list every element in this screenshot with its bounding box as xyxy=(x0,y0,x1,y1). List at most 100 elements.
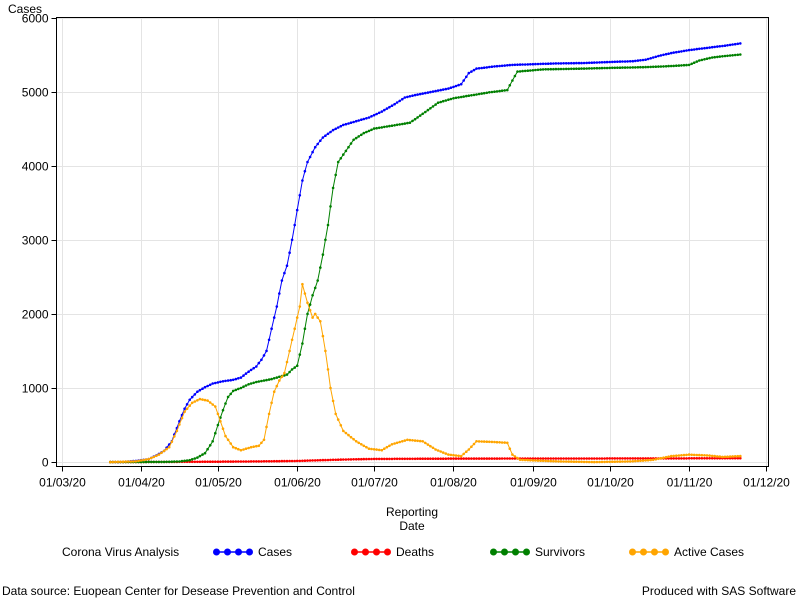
data-point xyxy=(211,403,214,406)
data-point xyxy=(582,460,586,464)
data-point xyxy=(536,457,540,460)
data-point xyxy=(736,454,740,458)
data-point xyxy=(700,47,704,50)
data-point xyxy=(311,459,314,462)
data-point xyxy=(731,54,734,57)
data-point xyxy=(129,460,133,463)
data-point xyxy=(467,448,471,451)
data-point xyxy=(211,382,214,385)
data-point xyxy=(206,460,209,464)
data-point xyxy=(362,457,366,461)
data-point xyxy=(459,454,463,458)
data-point xyxy=(134,460,138,463)
data-point xyxy=(380,126,384,129)
data-point xyxy=(690,457,693,460)
data-point xyxy=(477,440,481,443)
data-point xyxy=(313,312,317,316)
data-point xyxy=(388,457,391,461)
data-point xyxy=(605,457,609,460)
data-point xyxy=(516,456,519,460)
data-point xyxy=(465,457,468,460)
data-point xyxy=(331,186,335,190)
data-point xyxy=(493,440,496,444)
data-point xyxy=(680,50,683,53)
data-point xyxy=(370,115,373,118)
data-point xyxy=(395,441,399,445)
data-point xyxy=(503,441,507,444)
data-point xyxy=(477,92,481,96)
data-point xyxy=(721,44,724,48)
data-point xyxy=(406,95,409,99)
data-point xyxy=(398,123,402,126)
data-point xyxy=(313,286,317,290)
data-point xyxy=(260,460,263,463)
data-point xyxy=(713,55,716,59)
data-point xyxy=(695,453,699,457)
data-point xyxy=(377,126,381,130)
data-point xyxy=(682,63,686,67)
data-point xyxy=(342,123,345,127)
data-point xyxy=(490,457,494,460)
data-point xyxy=(421,92,425,95)
data-point xyxy=(311,316,314,319)
data-point xyxy=(208,401,212,404)
data-point xyxy=(511,457,514,460)
data-point xyxy=(119,460,122,464)
data-point xyxy=(272,316,276,319)
data-point xyxy=(667,455,670,459)
data-point xyxy=(631,460,635,463)
data-point xyxy=(385,445,389,449)
data-point xyxy=(254,460,258,463)
data-point xyxy=(242,374,245,377)
data-point xyxy=(480,92,484,95)
data-point xyxy=(344,122,348,126)
data-point xyxy=(262,379,266,382)
data-point xyxy=(457,96,460,99)
data-point xyxy=(383,447,386,451)
data-point xyxy=(613,66,617,70)
data-point xyxy=(549,67,553,71)
data-point xyxy=(580,457,583,460)
data-point xyxy=(472,457,476,460)
data-point xyxy=(570,460,573,463)
data-point xyxy=(178,460,181,463)
data-point xyxy=(482,440,486,443)
data-point xyxy=(331,399,335,403)
data-point xyxy=(513,74,517,78)
data-point xyxy=(155,460,158,464)
data-point xyxy=(257,444,261,448)
data-point xyxy=(736,53,740,57)
data-point xyxy=(252,460,255,463)
data-point xyxy=(628,457,632,460)
data-point xyxy=(513,455,517,458)
data-point xyxy=(557,67,560,71)
data-point xyxy=(365,457,368,461)
data-point xyxy=(247,460,250,463)
data-point xyxy=(452,457,455,460)
data-point xyxy=(618,460,622,463)
data-point xyxy=(639,59,642,62)
legend-label: Survivors xyxy=(535,545,585,559)
data-point xyxy=(331,128,335,132)
data-point xyxy=(324,458,327,462)
data-point xyxy=(710,56,714,59)
data-point xyxy=(685,457,688,460)
data-point xyxy=(285,373,289,376)
data-point xyxy=(447,457,450,460)
data-point xyxy=(564,457,568,460)
data-point xyxy=(413,457,417,461)
data-point xyxy=(470,70,473,73)
data-point xyxy=(421,440,425,443)
data-point xyxy=(441,451,445,454)
data-point xyxy=(267,412,271,416)
data-point xyxy=(193,457,197,460)
data-point xyxy=(467,457,471,460)
data-point xyxy=(439,450,443,453)
data-point xyxy=(716,55,719,59)
data-point xyxy=(254,365,258,368)
data-point xyxy=(295,459,299,463)
data-point xyxy=(298,194,302,197)
data-point xyxy=(193,400,197,403)
data-point xyxy=(669,454,673,458)
